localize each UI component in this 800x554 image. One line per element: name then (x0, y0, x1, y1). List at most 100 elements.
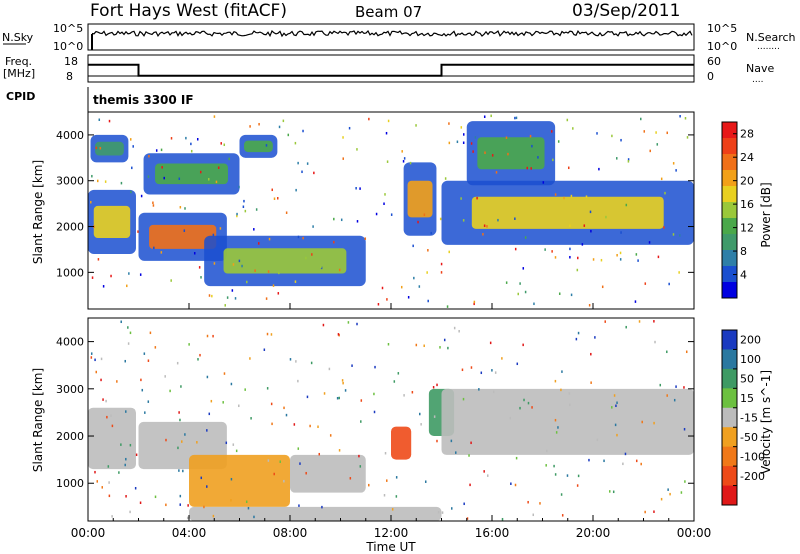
velocity-noise (140, 378, 142, 382)
power-noise (140, 194, 143, 198)
power-noise (190, 142, 192, 146)
power-noise (514, 116, 516, 120)
power-noise (417, 220, 419, 224)
velocity-noise (436, 439, 438, 443)
power-noise (130, 190, 132, 194)
power-noise (407, 296, 410, 299)
velocity-noise (568, 392, 571, 395)
velocity-noise (666, 394, 668, 397)
velocity-noise (494, 371, 497, 374)
velocity-noise (305, 471, 307, 475)
velocity-noise (613, 394, 616, 397)
power-noise (178, 177, 181, 181)
power-noise (448, 122, 450, 125)
velocity-noise (478, 388, 480, 391)
velocity-noise (576, 484, 579, 487)
cpid-panel: CPID themis 3300 IF (6, 87, 194, 112)
velocity-noise (169, 389, 171, 393)
nave-label: Nave (746, 62, 774, 75)
velocity-colorbar-swatch (722, 330, 737, 350)
x-tick-label: 12:00 (374, 526, 409, 540)
velocity-noise (387, 343, 390, 346)
velocity-noise (653, 320, 655, 323)
velocity-noise (134, 486, 137, 490)
power-noise (306, 162, 309, 165)
velocity-noise (271, 422, 273, 426)
velocity-noise (509, 416, 511, 420)
velocity-noise (289, 358, 292, 361)
velocity-noise (461, 368, 464, 372)
power-noise (524, 290, 527, 294)
nave-tick-bottom: 0 (707, 70, 714, 83)
power-noise (272, 284, 275, 287)
velocity-noise (604, 320, 606, 323)
power-noise (277, 197, 279, 200)
power-noise (505, 281, 508, 284)
velocity-noise (341, 379, 344, 382)
power-noise (104, 180, 107, 183)
velocity-noise (545, 464, 547, 467)
freq-unit-label: [MHz] (3, 67, 35, 80)
velocity-noise (182, 469, 184, 473)
velocity-noise (349, 477, 352, 480)
power-noise (387, 119, 390, 123)
power-noise (668, 282, 670, 286)
velocity-noise (267, 459, 270, 462)
power-noise (448, 141, 451, 145)
velocity-noise (611, 406, 613, 409)
velocity-noise (360, 399, 363, 402)
power-noise (200, 276, 202, 279)
power-noise (446, 305, 449, 308)
power-colorbar-tick-label: 24 (740, 151, 754, 164)
power-echo-core (407, 180, 433, 218)
power-noise (637, 259, 639, 262)
power-noise (684, 117, 687, 120)
velocity-noise (210, 399, 213, 403)
power-noise (679, 114, 681, 118)
power-noise (193, 252, 196, 255)
freq-trace (88, 63, 694, 77)
velocity-noise (344, 389, 347, 392)
velocity-noise (462, 397, 465, 401)
power-noise (557, 140, 560, 143)
power-noise (444, 177, 447, 180)
velocity-noise (594, 336, 596, 339)
velocity-noise (560, 493, 563, 496)
power-noise (402, 160, 405, 163)
power-noise (305, 256, 307, 260)
power-noise (403, 157, 406, 160)
power-noise (129, 138, 132, 141)
freq-tick-top: 18 (64, 55, 78, 68)
velocity-noise (436, 383, 438, 387)
velocity-noise (179, 503, 181, 506)
velocity-noise (321, 505, 323, 509)
power-noise (514, 247, 517, 251)
velocity-noise (111, 515, 113, 518)
velocity-noise (232, 443, 235, 446)
power-noise (554, 256, 557, 259)
velocity-noise (250, 417, 252, 420)
power-echo-core (471, 196, 664, 229)
velocity-noise (654, 340, 656, 344)
power-noise (537, 156, 539, 159)
velocity-noise (489, 341, 492, 345)
power-noise (132, 145, 134, 148)
velocity-noise (588, 458, 590, 462)
velocity-noise (644, 510, 646, 514)
velocity-noise (283, 479, 285, 483)
velocity-noise (90, 352, 93, 355)
velocity-noise (615, 404, 617, 408)
power-noise (99, 146, 102, 150)
velocity-noise (116, 380, 118, 383)
velocity-noise (480, 371, 483, 375)
velocity-noise (127, 342, 130, 345)
velocity-noise (468, 454, 470, 457)
velocity-noise (625, 325, 627, 329)
velocity-noise (96, 480, 99, 483)
velocity-colorbar-swatch (722, 407, 737, 428)
power-noise (619, 258, 622, 261)
velocity-noise (144, 411, 146, 414)
velocity-noise (680, 491, 683, 494)
power-noise (551, 250, 553, 253)
power-noise (213, 115, 216, 118)
